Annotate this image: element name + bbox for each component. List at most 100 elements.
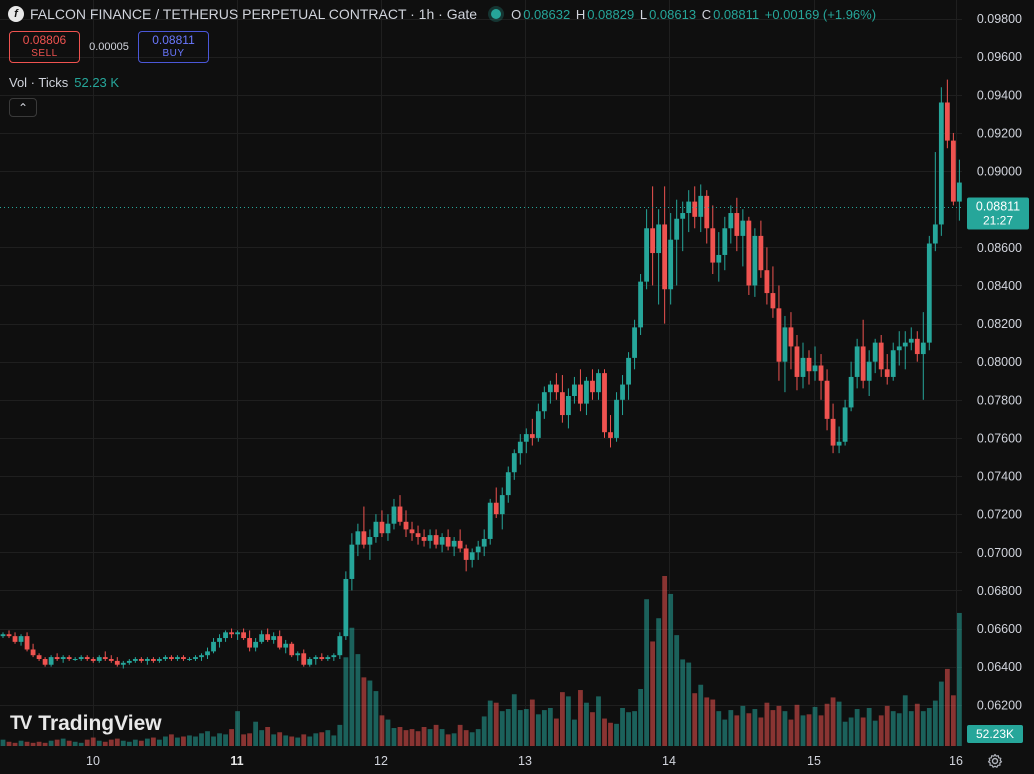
candle[interactable]	[776, 285, 782, 381]
candle[interactable]	[854, 338, 860, 389]
chart-settings-button[interactable]	[984, 750, 1006, 772]
candle[interactable]	[343, 571, 349, 640]
candle[interactable]	[836, 426, 842, 454]
candle[interactable]	[132, 657, 138, 663]
candle[interactable]	[626, 352, 631, 400]
candle[interactable]	[156, 657, 162, 663]
candle[interactable]	[818, 354, 824, 400]
candle[interactable]	[72, 657, 78, 661]
candle[interactable]	[114, 657, 120, 667]
candle[interactable]	[247, 630, 253, 652]
candle[interactable]	[704, 190, 710, 244]
candle[interactable]	[559, 375, 565, 423]
candle[interactable]	[403, 510, 409, 538]
candle[interactable]	[427, 529, 433, 549]
candle[interactable]	[566, 388, 571, 429]
candle[interactable]	[126, 659, 132, 665]
candle[interactable]	[578, 369, 583, 412]
candle[interactable]	[896, 331, 902, 366]
candle[interactable]	[523, 428, 529, 454]
candle[interactable]	[824, 369, 830, 431]
candle[interactable]	[908, 327, 914, 351]
candle[interactable]	[926, 235, 932, 351]
candle[interactable]	[295, 651, 301, 661]
candle[interactable]	[710, 205, 716, 275]
candle[interactable]	[439, 533, 445, 553]
candle[interactable]	[96, 655, 102, 663]
candle[interactable]	[277, 630, 283, 650]
candle[interactable]	[794, 335, 800, 391]
candle[interactable]	[175, 655, 180, 661]
candle[interactable]	[283, 639, 289, 654]
candle[interactable]	[481, 529, 487, 557]
candle[interactable]	[728, 205, 734, 244]
candle[interactable]	[740, 209, 746, 267]
candle[interactable]	[385, 514, 391, 541]
tradingview-logo[interactable]: TV TradingView	[10, 712, 162, 736]
candle[interactable]	[680, 201, 686, 252]
candle[interactable]	[752, 228, 758, 297]
candle[interactable]	[902, 331, 908, 370]
candle[interactable]	[205, 647, 210, 660]
candle[interactable]	[662, 186, 668, 324]
candle[interactable]	[884, 354, 890, 385]
candle[interactable]	[674, 199, 680, 286]
candle[interactable]	[24, 632, 30, 652]
candle[interactable]	[890, 342, 896, 381]
candle[interactable]	[451, 537, 457, 557]
candle[interactable]	[373, 514, 379, 543]
candle[interactable]	[475, 540, 481, 560]
candle[interactable]	[271, 632, 277, 644]
candle[interactable]	[84, 655, 90, 661]
candle[interactable]	[319, 653, 325, 661]
candle[interactable]	[590, 369, 595, 400]
candle[interactable]	[325, 655, 331, 661]
candle[interactable]	[229, 628, 234, 639]
candle[interactable]	[944, 79, 950, 149]
candle[interactable]	[415, 525, 421, 545]
candle[interactable]	[644, 209, 650, 290]
candle[interactable]	[259, 630, 265, 644]
candle[interactable]	[638, 274, 643, 336]
candle[interactable]	[6, 630, 12, 639]
candle[interactable]	[602, 369, 607, 438]
candle[interactable]	[932, 152, 938, 252]
candle[interactable]	[307, 657, 313, 667]
candle[interactable]	[614, 392, 619, 442]
candle[interactable]	[331, 653, 337, 661]
candle[interactable]	[950, 132, 956, 206]
candle[interactable]	[108, 655, 114, 663]
candle[interactable]	[692, 186, 698, 229]
volume-legend[interactable]: Vol · Ticks 52.23 K	[9, 75, 119, 90]
candle[interactable]	[48, 655, 54, 667]
candle[interactable]	[584, 376, 589, 416]
candle[interactable]	[878, 335, 884, 377]
candle[interactable]	[788, 312, 794, 370]
candle[interactable]	[848, 361, 854, 412]
candle[interactable]	[0, 632, 6, 639]
candle[interactable]	[223, 630, 228, 642]
candle[interactable]	[90, 657, 96, 663]
candle[interactable]	[511, 449, 517, 480]
candle[interactable]	[265, 628, 271, 642]
candle[interactable]	[78, 655, 84, 661]
candle[interactable]	[656, 209, 662, 305]
candle[interactable]	[758, 220, 764, 278]
collapse-legend-button[interactable]: ⌃	[9, 98, 37, 117]
candle[interactable]	[505, 466, 511, 503]
candle[interactable]	[866, 350, 872, 396]
candle[interactable]	[235, 630, 240, 640]
candle[interactable]	[457, 529, 463, 553]
candle[interactable]	[409, 521, 415, 541]
candle[interactable]	[102, 651, 108, 661]
candle[interactable]	[337, 632, 343, 660]
candle[interactable]	[620, 375, 625, 416]
candle[interactable]	[120, 660, 126, 669]
candle[interactable]	[830, 403, 836, 454]
candle[interactable]	[469, 548, 475, 568]
candle[interactable]	[812, 346, 818, 381]
candle[interactable]	[217, 634, 222, 648]
candle[interactable]	[144, 657, 150, 665]
candle[interactable]	[608, 415, 613, 448]
